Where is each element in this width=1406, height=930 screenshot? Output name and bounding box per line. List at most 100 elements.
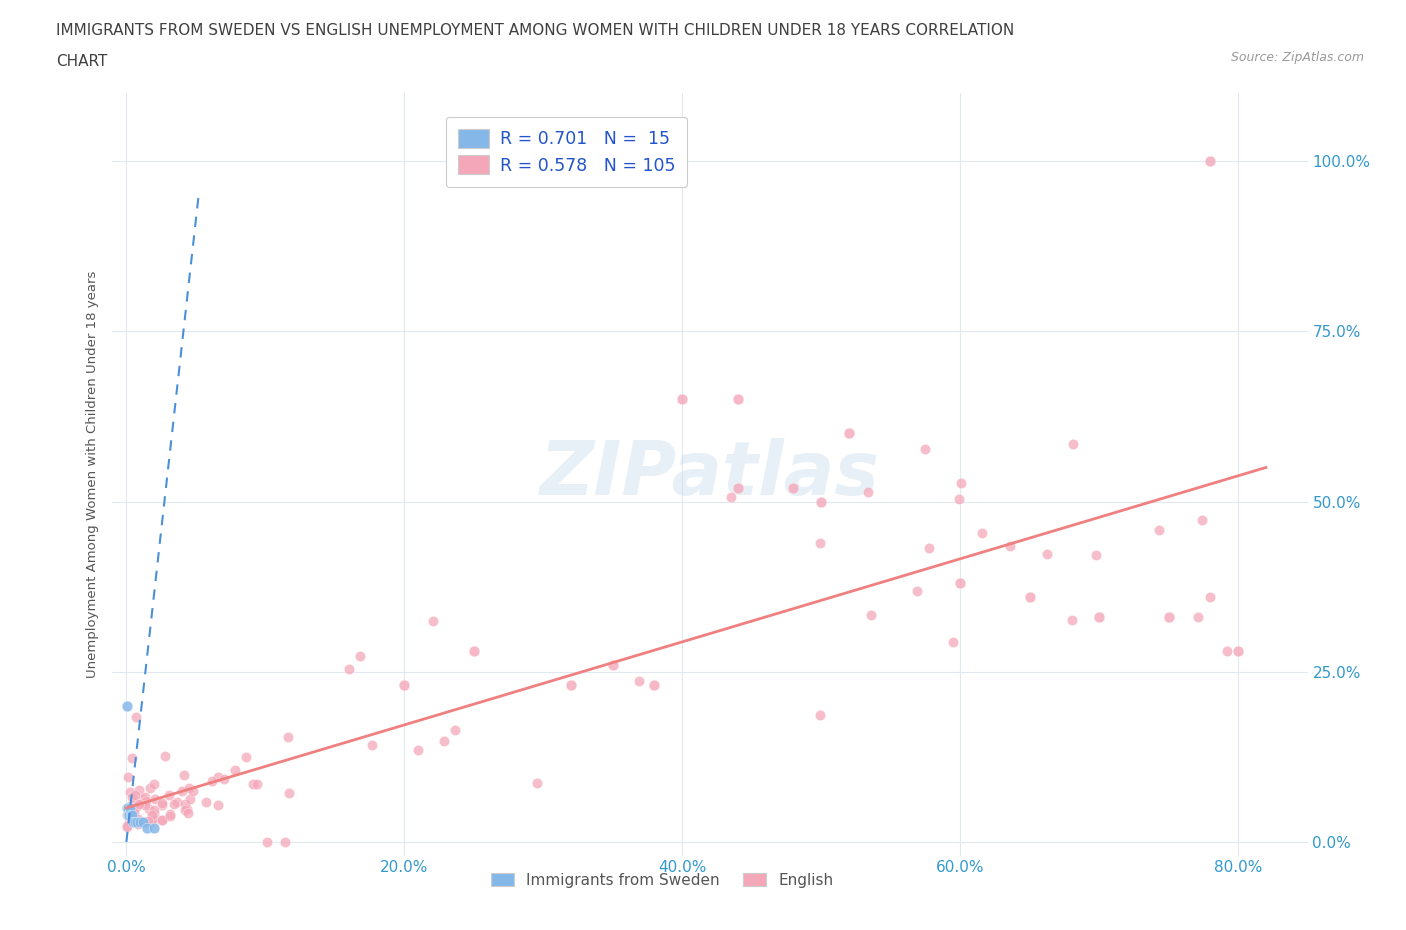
Point [201, 774, 224, 789]
Point [121, 751, 143, 765]
Point [176, 802, 198, 817]
Point [118, 807, 141, 822]
Point [159, 808, 181, 823]
Point [141, 807, 163, 822]
Point [118, 784, 141, 799]
Legend: Immigrants from Sweden, English: Immigrants from Sweden, English [485, 867, 839, 894]
Point [1088, 610, 1111, 625]
Point [125, 800, 148, 815]
Point [115, 808, 138, 823]
Point [124, 788, 146, 803]
Point [256, 834, 278, 849]
Point [143, 791, 166, 806]
Point [118, 801, 141, 816]
Point [859, 608, 882, 623]
Point [128, 797, 150, 812]
Point [918, 540, 941, 555]
Point [224, 763, 246, 777]
Point [125, 815, 148, 830]
Point [134, 798, 156, 813]
Point [1062, 613, 1084, 628]
Point [132, 816, 155, 830]
Point [444, 723, 467, 737]
Point [1199, 153, 1222, 168]
Point [727, 481, 749, 496]
Point [143, 821, 166, 836]
Point [117, 807, 139, 822]
Point [124, 815, 146, 830]
Point [720, 489, 742, 504]
Point [970, 525, 993, 540]
Point [124, 814, 146, 829]
Point [810, 494, 832, 509]
Point [143, 777, 166, 791]
Point [1198, 590, 1220, 604]
Point [132, 791, 155, 806]
Point [242, 777, 264, 791]
Point [117, 819, 139, 834]
Point [782, 481, 804, 496]
Point [914, 441, 936, 456]
Point [159, 806, 181, 821]
Point [942, 634, 965, 649]
Point [127, 811, 149, 826]
Point [150, 813, 173, 828]
Point [1018, 590, 1040, 604]
Point [172, 784, 194, 799]
Point [127, 817, 149, 831]
Point [394, 678, 416, 693]
Point [124, 795, 146, 810]
Y-axis label: Unemployment Among Women with Children Under 18 years: Unemployment Among Women with Children U… [86, 271, 100, 678]
Point [560, 678, 582, 693]
Point [150, 795, 173, 810]
Point [808, 708, 831, 723]
Point [117, 809, 139, 824]
Point [948, 492, 970, 507]
Point [207, 797, 229, 812]
Text: Source: ZipAtlas.com: Source: ZipAtlas.com [1230, 51, 1364, 64]
Point [118, 815, 141, 830]
Point [166, 795, 188, 810]
Point [132, 814, 155, 829]
Point [1227, 644, 1250, 658]
Point [115, 698, 138, 713]
Point [117, 801, 139, 816]
Point [125, 710, 148, 724]
Point [838, 426, 860, 441]
Point [138, 816, 160, 830]
Point [998, 538, 1021, 553]
Point [127, 814, 149, 829]
Point [360, 737, 382, 752]
Point [643, 678, 665, 693]
Point [627, 673, 650, 688]
Point [1036, 547, 1059, 562]
Point [153, 749, 176, 764]
Point [118, 799, 141, 814]
Point [408, 742, 430, 757]
Point [463, 644, 485, 658]
Point [235, 750, 257, 764]
Point [138, 802, 160, 817]
Point [128, 783, 150, 798]
Point [136, 821, 159, 836]
Point [246, 777, 269, 791]
Point [1187, 610, 1209, 625]
Point [124, 814, 146, 829]
Text: IMMIGRANTS FROM SWEDEN VS ENGLISH UNEMPLOYMENT AMONG WOMEN WITH CHILDREN UNDER 1: IMMIGRANTS FROM SWEDEN VS ENGLISH UNEMPL… [56, 23, 1015, 38]
Point [808, 536, 831, 551]
Point [907, 583, 929, 598]
Point [949, 475, 972, 490]
Point [349, 649, 371, 664]
Point [136, 814, 159, 829]
Point [422, 614, 444, 629]
Point [181, 783, 204, 798]
Point [727, 392, 749, 406]
Point [1062, 436, 1084, 451]
Point [139, 781, 162, 796]
Point [150, 798, 173, 813]
Point [207, 769, 229, 784]
Point [602, 658, 624, 672]
Text: ZIPatlas: ZIPatlas [540, 438, 880, 511]
Point [150, 812, 173, 827]
Point [1157, 610, 1180, 625]
